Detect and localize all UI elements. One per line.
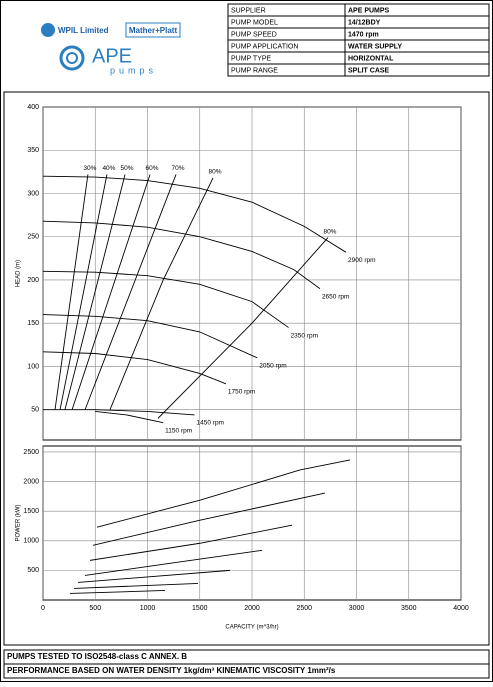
y-tick-label: 400 — [27, 104, 39, 111]
table-value: SPLIT CASE — [348, 67, 390, 74]
curve-label: 2650 rpm — [322, 293, 349, 300]
efficiency-label: 30% — [83, 165, 96, 172]
logos: WPIL Limited Mather+Platt APE pumps — [41, 22, 181, 75]
curve — [92, 492, 326, 546]
y-tick-label: 1000 — [23, 538, 39, 545]
wpil-logo: WPIL Limited — [58, 26, 109, 35]
table-key: PUMP RANGE — [231, 67, 278, 74]
table-value: 1470 rpm — [348, 31, 379, 38]
table-key: PUMP MODEL — [231, 19, 278, 26]
ape-icon — [66, 52, 78, 64]
curve-label: 1750 rpm — [228, 388, 255, 395]
mp-box — [125, 22, 181, 38]
table-value: HORIZONTAL — [348, 55, 394, 62]
y-tick-label: 250 — [27, 234, 39, 241]
curve-label: 2050 rpm — [259, 363, 286, 370]
table-key: SUPPLIER — [231, 7, 266, 14]
curve-label: 1450 rpm — [197, 420, 224, 427]
y-tick-label: 500 — [27, 567, 39, 574]
x-tick-label: 2000 — [244, 605, 260, 612]
y-tick-label: 2500 — [23, 449, 39, 456]
efficiency-line — [84, 174, 177, 410]
x-tick-label: 3000 — [349, 605, 365, 612]
curve — [42, 270, 289, 328]
x-tick-label: 1500 — [192, 605, 208, 612]
ape-icon — [59, 45, 85, 71]
x-tick-label: 3500 — [401, 605, 417, 612]
curve — [42, 314, 258, 359]
table-value: WATER SUPPLY — [348, 43, 402, 50]
x-tick-label: 2500 — [296, 605, 312, 612]
y-tick-label: 150 — [27, 320, 39, 327]
efficiency-label: 50% — [121, 165, 134, 172]
x-tick-label: 1000 — [140, 605, 156, 612]
curve — [42, 351, 227, 385]
y-tick-label: 350 — [27, 147, 39, 154]
curve — [89, 524, 293, 561]
footer-note: PUMPS TESTED TO ISO2548-class C ANNEX. B — [7, 652, 187, 661]
x-tick-label: 0 — [41, 605, 45, 612]
curve — [95, 411, 164, 424]
table-key: PUMP SPEED — [231, 31, 277, 38]
table-key: PUMP APPLICATION — [231, 43, 298, 50]
curve — [69, 590, 165, 594]
chart-frame — [3, 91, 490, 646]
y-tick-label: 1500 — [23, 508, 39, 515]
efficiency-label: 80% — [323, 228, 336, 235]
y-tick-label: 300 — [27, 190, 39, 197]
y-tick-label: 50 — [31, 407, 39, 414]
table-value: APE PUMPS — [348, 7, 390, 14]
efficiency-label: 60% — [146, 165, 159, 172]
table-key: PUMP TYPE — [231, 55, 272, 62]
efficiency-line — [71, 174, 151, 410]
efficiency-label: 80% — [209, 169, 222, 176]
curve — [74, 582, 198, 589]
footer-note: PERFORMANCE BASED ON WATER DENSITY 1kg/d… — [7, 666, 336, 675]
efficiency-line — [109, 177, 214, 410]
wpil-icon — [41, 23, 55, 37]
curve-label: 2900 rpm — [348, 257, 375, 264]
curve — [84, 549, 263, 576]
x-tick-label: 4000 — [453, 605, 469, 612]
x-axis-label: CAPACITY (m^3/hr) — [225, 625, 278, 631]
curve-label: 2350 rpm — [291, 332, 318, 339]
efficiency-line — [54, 174, 89, 410]
y-tick-label: 2000 — [23, 478, 39, 485]
curve — [77, 569, 230, 583]
curve-label: 1150 rpm — [165, 427, 192, 434]
ape-logo: APE — [92, 45, 132, 67]
pumps-logo: pumps — [110, 65, 157, 75]
spec-table: SUPPLIER APE PUMPS PUMP MODEL 14/12BDY PUMP … — [227, 3, 490, 77]
y-tick-label: 200 — [27, 277, 39, 284]
curve — [43, 409, 195, 416]
efficiency-line — [64, 174, 126, 410]
y-tick-label: 100 — [27, 363, 39, 370]
efficiency-label: 70% — [172, 165, 185, 172]
table-value: 14/12BDY — [348, 19, 381, 26]
curve — [42, 175, 347, 253]
mp-logo: Mather+Platt — [129, 26, 178, 35]
x-tick-label: 500 — [89, 605, 101, 612]
y-axis-label: HEAD (m) — [16, 260, 22, 287]
efficiency-label: 40% — [102, 165, 115, 172]
curve — [96, 459, 351, 528]
y-axis-label: POWER (kW) — [16, 505, 22, 542]
curve — [42, 220, 321, 289]
efficiency-line — [157, 237, 329, 419]
efficiency-line — [59, 174, 108, 410]
